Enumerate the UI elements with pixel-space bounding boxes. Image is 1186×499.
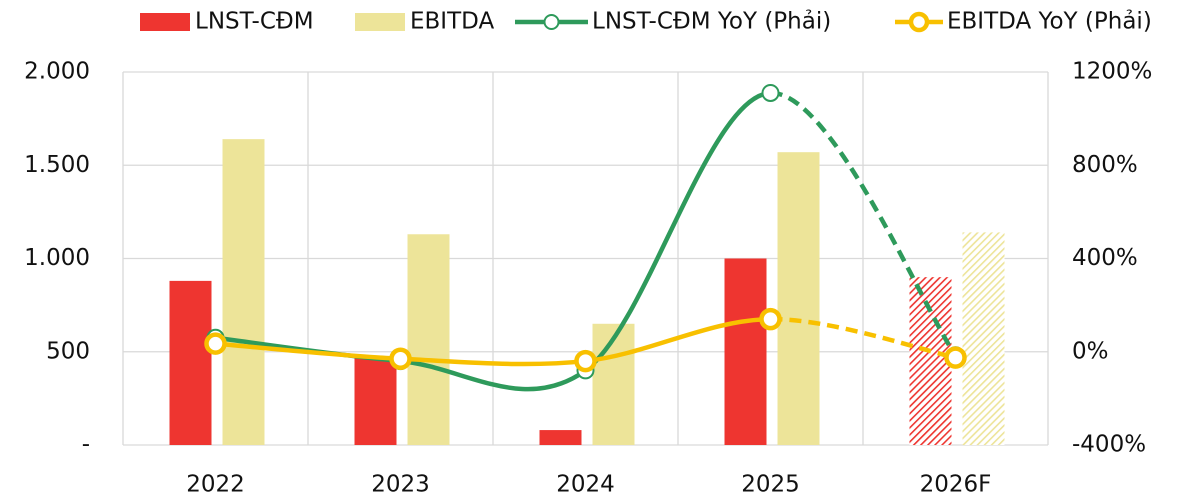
marker [389,347,412,370]
y-tick-label: 1.500 [24,152,90,178]
line [770,316,956,360]
y2-tick-label: 1200% [1072,59,1152,85]
y-tick-label: 2.000 [24,59,90,85]
y-tick-label: 1.000 [24,245,90,271]
marker [204,332,227,355]
legend-label: LNST-CĐM [195,9,314,35]
x-tick-label: 2025 [741,472,800,498]
bar [407,234,450,445]
marker [944,346,967,369]
legend-swatch [140,13,190,31]
marker [759,307,782,331]
legend-marker [908,11,930,33]
bar [354,357,397,445]
legend-label: EBITDA [410,9,494,35]
y-tick-label: 500 [46,338,90,364]
y-tick-label: - [82,432,90,458]
x-tick-label: 2024 [556,472,615,498]
line [770,90,958,357]
x-tick-label: 2022 [186,472,245,498]
line [215,316,771,367]
y2-tick-label: -400% [1072,432,1146,458]
y2-tick-label: 400% [1072,245,1138,271]
legend-label: EBITDA YoY (Phải) [947,9,1152,35]
bar [222,139,265,445]
marker [761,83,780,102]
y2-tick-label: 0% [1072,338,1109,364]
marker [574,349,597,373]
y2-tick-label: 800% [1072,152,1138,178]
legend-marker [543,14,560,30]
x-tick-label: 2026F [920,472,992,498]
legend-label: LNST-CĐM YoY (Phải) [592,9,831,35]
bar [592,323,635,445]
bar [777,152,820,445]
bar [962,232,1005,445]
legend-swatch [355,13,405,31]
x-tick-label: 2023 [371,472,430,498]
bar [909,277,952,445]
bar [724,258,767,445]
bar [169,280,212,445]
bar [539,430,582,445]
